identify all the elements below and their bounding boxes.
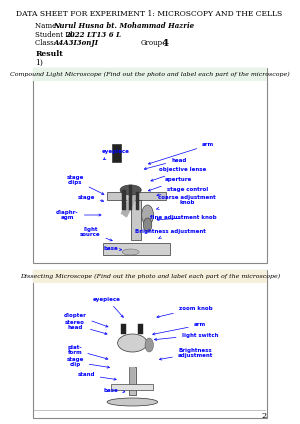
Text: Class:: Class: [35, 39, 59, 47]
Text: diaphr-
agm: diaphr- agm [56, 209, 101, 220]
Text: Dissecting Microscope (Find out the photo and label each part of the microscope): Dissecting Microscope (Find out the phot… [20, 274, 280, 279]
Bar [33, 68, 267, 263]
FancyArrow shape [130, 367, 134, 387]
Bar [129, 185, 132, 210]
Text: diopter: diopter [64, 312, 108, 327]
Text: eyepiece: eyepiece [93, 296, 123, 317]
Text: 2022 LT13 6 L: 2022 LT13 6 L [65, 31, 121, 39]
Text: base: base [104, 245, 122, 251]
Text: stereo
head: stereo head [65, 320, 107, 335]
Ellipse shape [120, 185, 141, 195]
Bar [103, 243, 170, 255]
Bar [138, 324, 143, 334]
Text: Student Id:: Student Id: [35, 31, 78, 39]
Text: 2: 2 [262, 412, 267, 420]
Text: Brightness
adjustment: Brightness adjustment [160, 348, 213, 360]
Text: light
source: light source [80, 226, 112, 241]
Text: head: head [144, 157, 186, 170]
Text: arm: arm [148, 142, 214, 165]
Bar [33, 270, 267, 283]
Text: 4: 4 [162, 39, 169, 47]
Text: A4A3I3onJI: A4A3I3onJI [53, 39, 98, 47]
Bar [112, 144, 121, 162]
Text: coarse adjustment
knob: coarse adjustment knob [157, 195, 216, 209]
Bar [122, 190, 126, 210]
Bar [136, 192, 139, 210]
Ellipse shape [118, 334, 147, 352]
FancyArrow shape [122, 188, 139, 217]
Ellipse shape [145, 338, 153, 352]
Text: plat-
form: plat- form [68, 345, 108, 360]
Ellipse shape [122, 249, 139, 255]
Bar [131, 200, 141, 240]
Ellipse shape [142, 205, 153, 225]
Text: aperture: aperture [148, 178, 192, 191]
Text: arm: arm [153, 323, 206, 335]
Text: eyepiece: eyepiece [102, 150, 130, 159]
Text: stand: stand [77, 373, 116, 380]
Text: stage control: stage control [157, 187, 208, 196]
Text: stage
clip: stage clip [66, 357, 110, 368]
Text: stage
clips: stage clips [66, 175, 104, 195]
Text: Nurul Husna bt. Mohammad Hazrie: Nurul Husna bt. Mohammad Hazrie [53, 22, 194, 30]
Bar [33, 68, 267, 81]
Text: Group:: Group: [141, 39, 165, 47]
Bar [33, 270, 267, 418]
Bar [122, 324, 127, 334]
Text: Compound Light Microscope (Find out the photo and label each part of the microsc: Compound Light Microscope (Find out the … [10, 72, 290, 77]
Text: Result: Result [35, 50, 63, 58]
Text: fine adjustment knob: fine adjustment knob [150, 215, 216, 221]
Text: Brightness adjustment: Brightness adjustment [135, 229, 206, 239]
Ellipse shape [143, 218, 152, 232]
Bar [111, 384, 153, 390]
Ellipse shape [107, 398, 158, 406]
Text: light switch: light switch [154, 332, 218, 340]
Text: Name:: Name: [35, 22, 62, 30]
Text: 1): 1) [35, 59, 44, 67]
Text: DATA SHEET FOR EXPERIMENT 1: MICROSCOPY AND THE CELLS: DATA SHEET FOR EXPERIMENT 1: MICROSCOPY … [16, 10, 282, 18]
Text: base: base [104, 388, 125, 393]
Text: zoom knob: zoom knob [157, 306, 212, 318]
Text: objective lense: objective lense [151, 167, 207, 181]
Bar [107, 192, 166, 200]
Text: stage: stage [77, 195, 104, 202]
Bar [129, 367, 136, 395]
